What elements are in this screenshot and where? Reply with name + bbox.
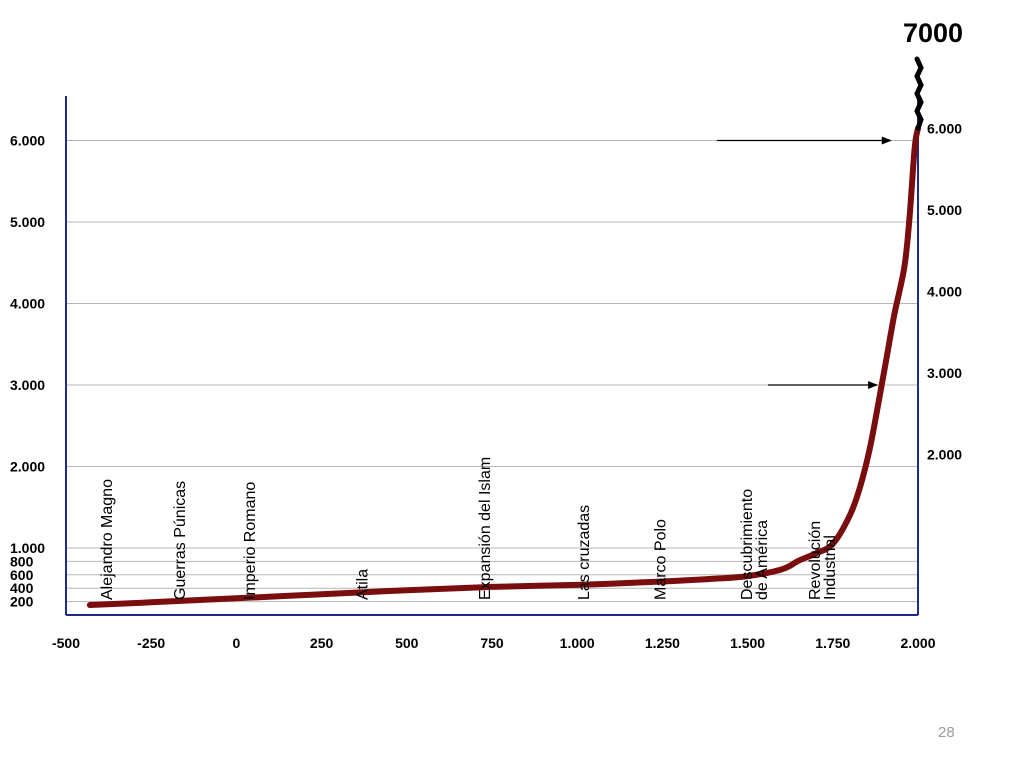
y-tick-label-left: 800 — [10, 553, 34, 569]
population-curve-group — [86, 56, 924, 608]
annotation-label: Atila — [355, 569, 372, 600]
x-tick-label: 1.750 — [815, 635, 850, 651]
peak-segment — [914, 56, 924, 131]
x-tick-label: 250 — [310, 635, 334, 651]
y-tick-label-left: 6.000 — [10, 133, 45, 149]
annotation-label: Marco Polo — [653, 519, 670, 600]
annotation: Guerras Púnicas — [172, 481, 189, 600]
annotation-label: Expansión del Islam — [477, 457, 494, 600]
x-tick-label: 1.500 — [730, 635, 765, 651]
x-tick-label: 750 — [480, 635, 504, 651]
x-tick-label: -250 — [137, 635, 165, 651]
annotation-label: Descubrimiento — [739, 489, 756, 600]
x-tick-label: -500 — [52, 635, 80, 651]
y-tick-label-right: 3.000 — [927, 365, 962, 381]
annotation: Imperio Romano — [242, 482, 259, 600]
arrows — [716, 136, 892, 389]
annotation: Atila — [355, 569, 372, 600]
x-tick-label: 1.250 — [645, 635, 680, 651]
annotation-label: Revolución — [807, 521, 824, 600]
x-tick-label: 2.000 — [900, 635, 935, 651]
y-tick-label-left: 5.000 — [10, 214, 45, 230]
tick-labels: -500 -250 0 250 500 750 1.000 1.250 1.500 1.750 2.… — [10, 121, 962, 652]
annotation-label: Guerras Púnicas — [172, 481, 189, 600]
peak-label: 7000 — [903, 18, 963, 48]
y-tick-label-right: 6.000 — [927, 121, 962, 137]
page-number: 28 — [938, 724, 955, 741]
y-tick-label-left: 400 — [10, 580, 34, 596]
y-tick-label-left: 3.000 — [10, 377, 45, 393]
annotation: Las cruzadas — [576, 505, 593, 600]
x-tick-label: 500 — [395, 635, 419, 651]
annotation: Alejandro Magno — [99, 479, 116, 600]
population-curve — [86, 125, 921, 608]
y-tick-label-left: 2.000 — [10, 459, 45, 475]
annotation-label: Las cruzadas — [576, 505, 593, 600]
annotation-label: Imperio Romano — [242, 482, 259, 600]
x-tick-label: 1.000 — [560, 635, 595, 651]
annotation-label: Alejandro Magno — [99, 479, 116, 600]
y-tick-label-left: 1.000 — [10, 540, 45, 556]
x-tick-label: 0 — [233, 635, 241, 651]
y-tick-label-right: 2.000 — [927, 447, 962, 463]
annotation: Expansión del Islam — [477, 457, 494, 600]
annotation-label: de América — [754, 520, 771, 600]
event-annotations: Alejandro Magno Guerras Púnicas Imperio Ro… — [99, 457, 839, 600]
annotation: Marco Polo — [653, 519, 670, 600]
annotation-label: Industrial — [822, 535, 839, 600]
y-tick-label-left: 600 — [10, 567, 34, 583]
y-tick-label-right: 5.000 — [927, 202, 962, 218]
y-tick-label-left: 200 — [10, 594, 34, 610]
y-tick-label-right: 4.000 — [927, 284, 962, 300]
axes — [65, 96, 919, 616]
y-tick-label-left: 4.000 — [10, 296, 45, 312]
